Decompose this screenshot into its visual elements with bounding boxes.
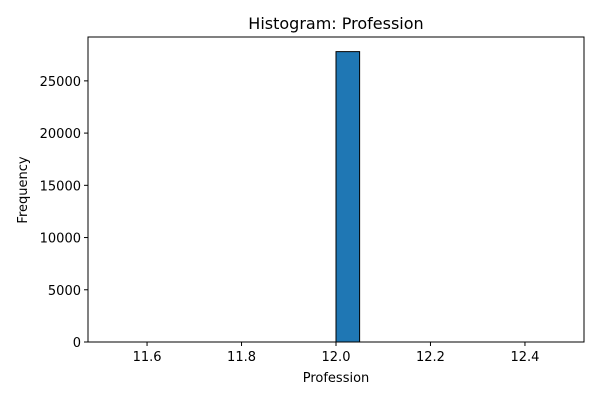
x-axis: 11.6 11.8 12.0 12.2 12.4 [133, 342, 539, 365]
y-tick-label: 5000 [48, 284, 81, 299]
x-tick-label: 12.4 [510, 350, 539, 365]
y-axis: 0 5000 10000 15000 20000 25000 [40, 75, 88, 351]
bars-group [335, 51, 361, 343]
x-tick-label: 12.2 [416, 350, 445, 365]
y-tick-label: 15000 [40, 179, 81, 194]
y-axis-label: Frequency [16, 156, 31, 223]
x-tick-label: 11.6 [133, 350, 162, 365]
x-axis-label: Profession [303, 371, 370, 386]
x-tick-label: 11.8 [227, 350, 256, 365]
y-tick-label: 10000 [40, 232, 81, 247]
histogram-bar [335, 51, 361, 343]
chart-title: Histogram: Profession [248, 14, 423, 33]
y-tick-label: 0 [73, 336, 81, 351]
x-tick-label: 12.0 [322, 350, 351, 365]
y-tick-label: 20000 [40, 127, 81, 142]
y-tick-label: 25000 [40, 75, 81, 90]
